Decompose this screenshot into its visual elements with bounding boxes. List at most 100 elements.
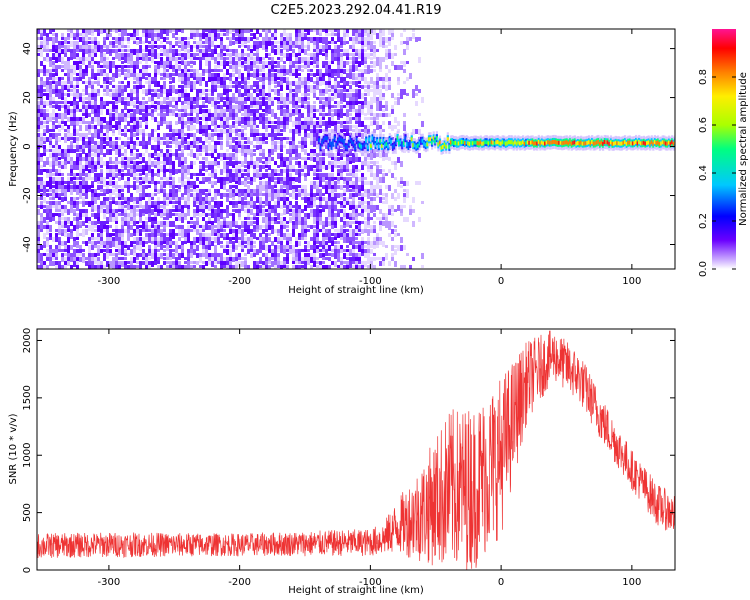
heatmap-cell (277, 261, 280, 265)
heatmap-cell (337, 53, 340, 59)
heatmap-cell (181, 245, 184, 251)
heatmap-cell (124, 101, 127, 105)
heatmap-cell (316, 217, 319, 223)
heatmap-cell (280, 33, 283, 38)
heatmap-cell (235, 253, 238, 257)
heatmap-cell (313, 29, 316, 32)
heatmap-cell (286, 165, 289, 170)
heatmap-cell (259, 97, 262, 100)
heatmap-cell (262, 113, 265, 118)
heatmap-cell (148, 185, 151, 188)
heatmap-cell (316, 233, 319, 239)
heatmap-cell (202, 181, 205, 184)
heatmap-cell (88, 45, 91, 49)
heatmap-cell (187, 141, 190, 145)
heatmap-cell (214, 65, 217, 70)
heatmap-cell (148, 225, 151, 229)
heatmap-cell (205, 53, 208, 57)
heatmap-cell (319, 169, 322, 172)
heatmap-cell (220, 169, 223, 175)
heatmap-cell (100, 101, 103, 105)
heatmap-cell (55, 169, 58, 175)
heatmap-cell (274, 45, 277, 48)
heatmap-cell (214, 149, 217, 153)
heatmap-cell (139, 169, 142, 172)
heatmap-cell (58, 169, 61, 175)
heatmap-cell (142, 181, 145, 184)
heatmap-cell (340, 53, 343, 58)
heatmap-cell (235, 185, 238, 191)
heatmap-cell (196, 81, 199, 84)
heatmap-cell (268, 197, 271, 201)
heatmap-cell (79, 125, 82, 131)
heatmap-cell (283, 97, 286, 101)
heatmap-cell (319, 253, 322, 258)
heatmap-cell (322, 229, 325, 233)
heatmap-cell (295, 201, 298, 207)
heatmap-cell (280, 245, 283, 251)
heatmap-cell (286, 173, 289, 179)
heatmap-cell (97, 65, 100, 68)
heatmap-cell (76, 157, 79, 161)
heatmap-cell (172, 205, 175, 208)
heatmap-cell (184, 233, 187, 239)
heatmap-cell (124, 49, 127, 52)
heatmap-cell (193, 265, 196, 268)
heatmap-cell (115, 117, 118, 120)
figure-title: C2E5.2023.292.04.41.R19 (270, 3, 441, 18)
heatmap-cell (355, 241, 358, 244)
heatmap-cell (169, 181, 172, 186)
heatmap-cell (88, 245, 91, 251)
heatmap-cell (346, 33, 349, 37)
heatmap-cell (97, 113, 100, 117)
heatmap-cell (55, 173, 58, 176)
heatmap-cell (106, 245, 109, 251)
heatmap-cell (103, 225, 106, 230)
heatmap-cell (292, 209, 295, 213)
heatmap-cell (169, 29, 172, 33)
heatmap-cell (142, 213, 145, 216)
heatmap-cell (250, 153, 253, 159)
heatmap-cell (58, 121, 61, 127)
heatmap-cell (277, 49, 280, 55)
heatmap-cell (343, 33, 346, 39)
heatmap-cell (40, 197, 43, 200)
heatmap-cell (70, 177, 73, 182)
heatmap-cell (118, 213, 121, 216)
heatmap-cell (166, 217, 169, 220)
heatmap-cell (241, 65, 244, 68)
heatmap-cell (298, 257, 301, 263)
heatmap-cell (124, 265, 127, 269)
heatmap-cell (319, 221, 322, 225)
heatmap-cell (220, 77, 223, 82)
heatmap-cell (214, 77, 217, 81)
heatmap-cell (73, 89, 76, 95)
heatmap-cell (280, 241, 283, 245)
heatmap-cell (205, 93, 208, 97)
heatmap-cell (286, 117, 289, 121)
heatmap-cell (103, 85, 106, 91)
heatmap-cell (145, 173, 148, 178)
heatmap-cell (76, 225, 79, 230)
heatmap-cell (331, 97, 334, 101)
heatmap-cell (70, 201, 73, 207)
heatmap-cell (76, 57, 79, 60)
heatmap-cell (88, 157, 91, 161)
heatmap-cell (94, 41, 97, 46)
heatmap-cell (127, 93, 130, 99)
heatmap-cell (124, 161, 127, 165)
heatmap-cell (217, 97, 220, 100)
heatmap-cell (169, 113, 172, 116)
heatmap-cell (319, 241, 322, 247)
heatmap-cell (136, 169, 139, 172)
heatmap-cell (355, 129, 358, 134)
heatmap-cell (130, 125, 133, 130)
heatmap-cell (145, 105, 148, 110)
heatmap-cell (211, 253, 214, 259)
heatmap-cell (349, 109, 352, 112)
heatmap-cell (196, 29, 199, 34)
heatmap-cell (181, 145, 184, 148)
heatmap-cell (178, 261, 181, 266)
heatmap-cell (262, 201, 265, 204)
heatmap-cell (205, 113, 208, 118)
